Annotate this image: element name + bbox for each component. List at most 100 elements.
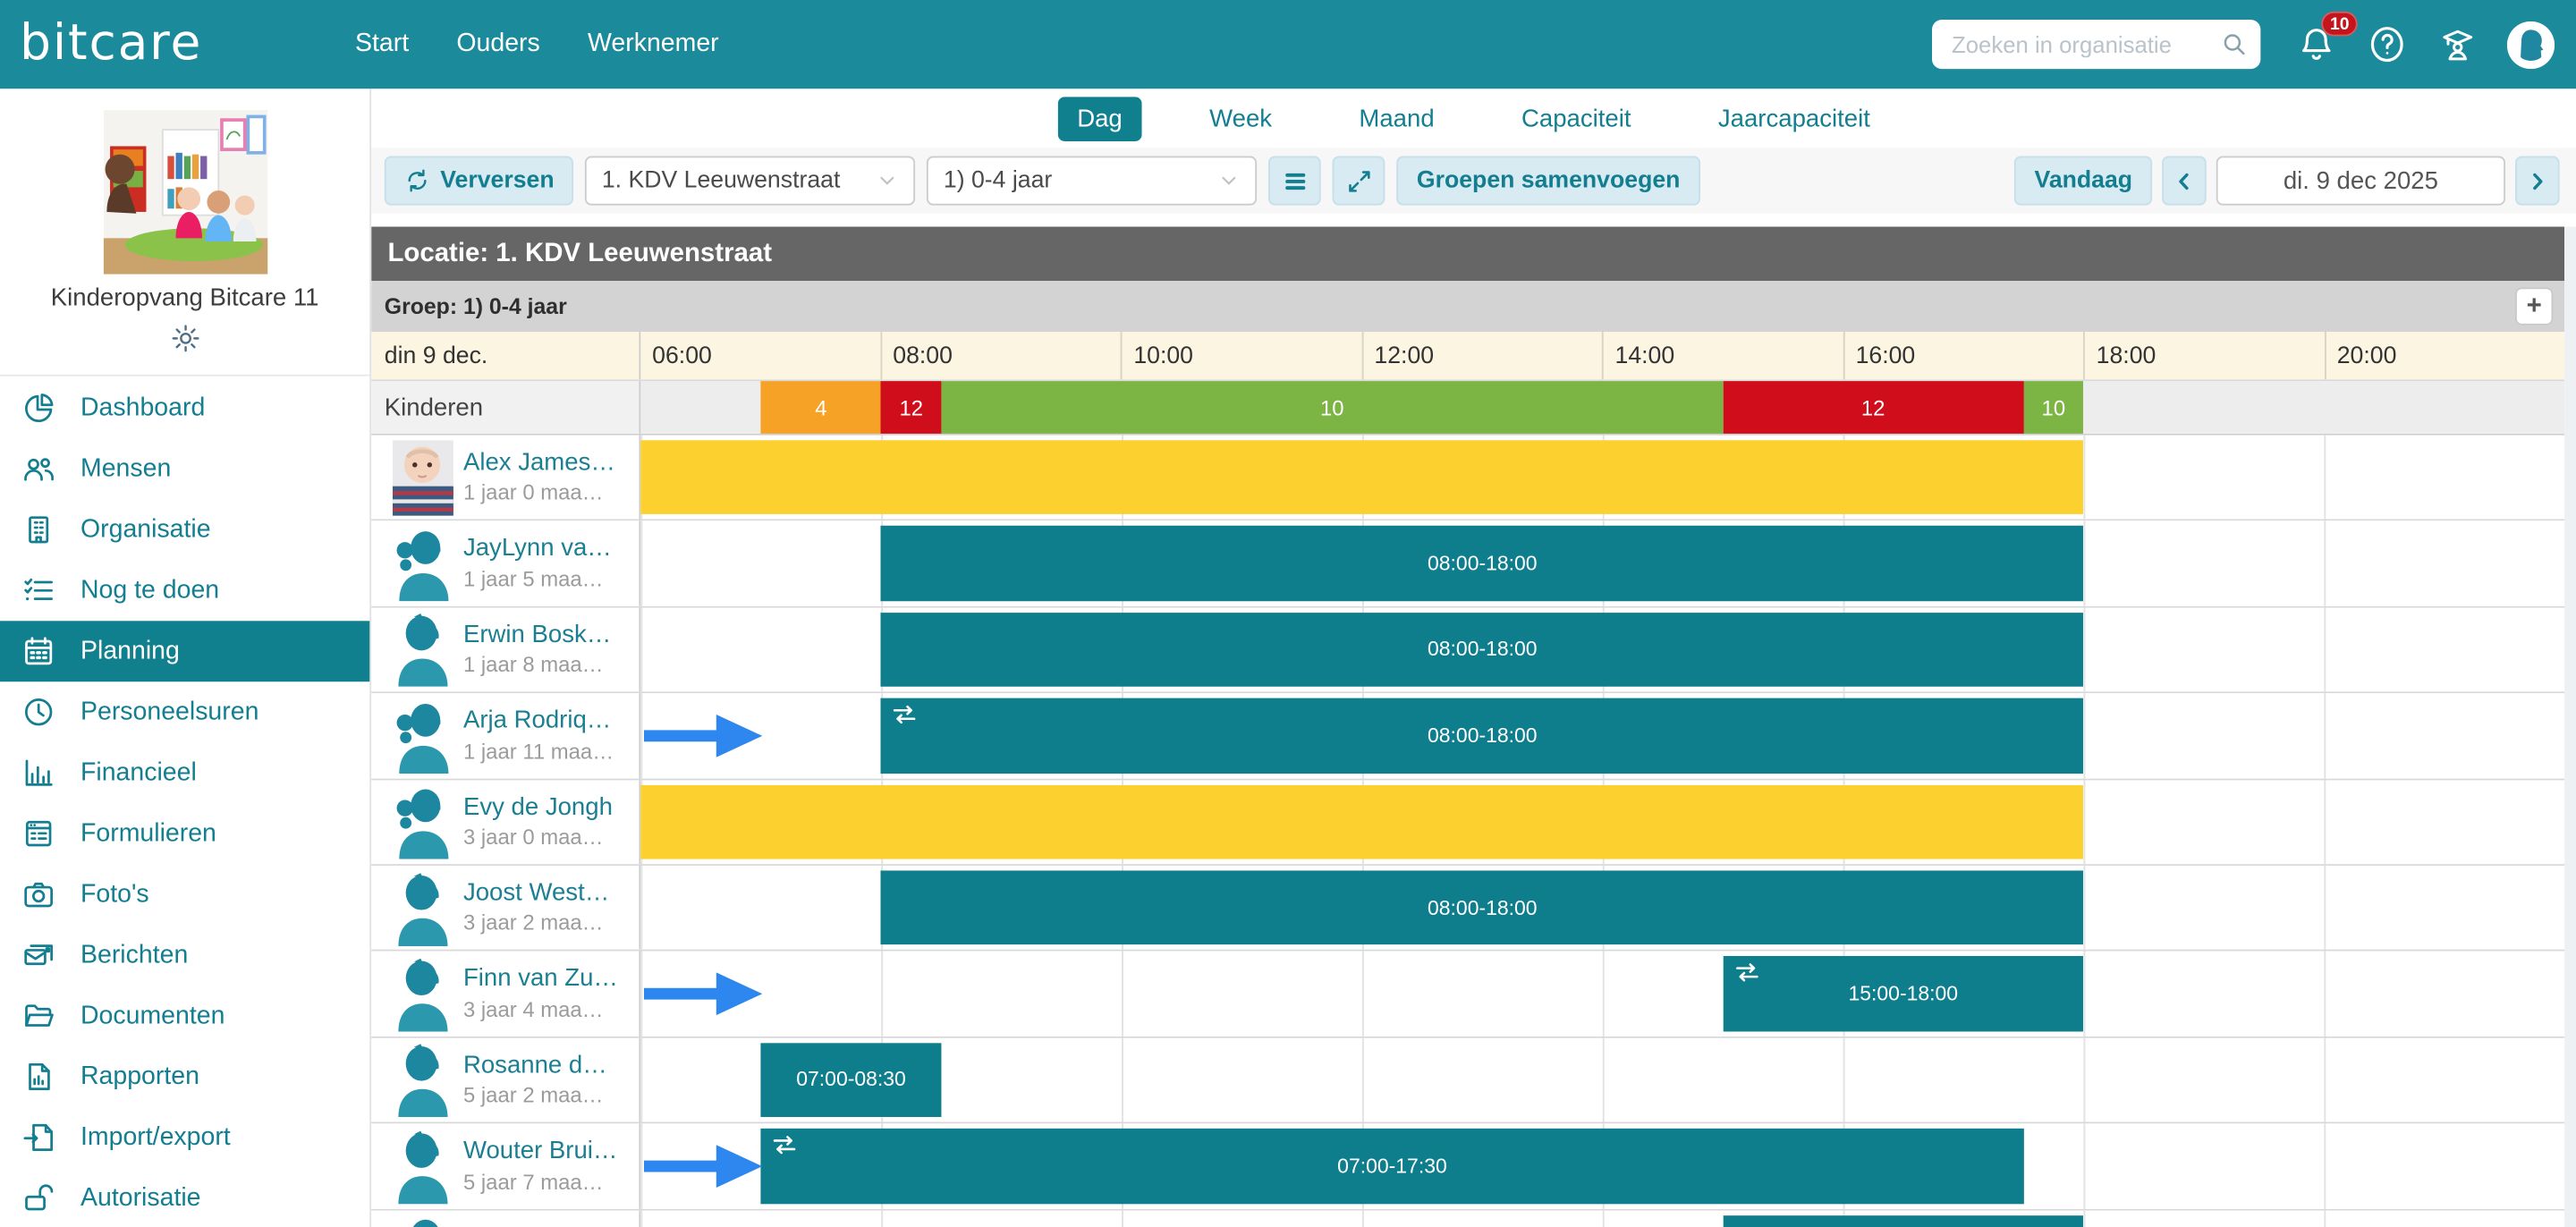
child-name-link[interactable]: Evy de Jongh	[462, 792, 613, 821]
child-name-link[interactable]: Arja Rodriq…	[462, 706, 612, 735]
sidebar-item-formulieren[interactable]: Formulieren	[0, 803, 369, 864]
schedule-block[interactable]	[640, 440, 2084, 515]
toolbar-right: Vandaag di. 9 dec 2025	[2014, 156, 2560, 206]
child-age: 1 jaar 0 maa…	[462, 480, 604, 505]
child-name-cell: Erwin Bosk… 1 jaar 8 maa…	[371, 607, 641, 692]
child-name-cell: Wouter Brui… 5 jaar 7 maa…	[371, 1123, 641, 1208]
schedule-block[interactable]: 08:00-18:00	[881, 526, 2084, 601]
nav-ouders[interactable]: Ouders	[456, 30, 540, 58]
child-name-link[interactable]: JayLynn va…	[462, 534, 612, 563]
child-avatar-boy	[392, 1042, 453, 1118]
sidebar-item-foto-s[interactable]: Foto's	[0, 864, 369, 925]
sidebar-item-planning[interactable]: Planning	[0, 621, 370, 682]
child-name-link[interactable]: Joost West…	[462, 878, 610, 907]
sidebar-item-label: Documenten	[80, 1001, 225, 1029]
group-select[interactable]: 1) 0-4 jaar	[927, 156, 1258, 206]
sidebar-item-mensen[interactable]: Mensen	[0, 438, 369, 499]
capacity-segment: 12	[1723, 381, 2024, 434]
date-field[interactable]: di. 9 dec 2025	[2216, 156, 2506, 206]
schedule-block[interactable]	[640, 784, 2084, 859]
annotation-arrow	[643, 972, 763, 1016]
child-name-link[interactable]: Wouter Brui…	[462, 1137, 618, 1165]
child-age: 3 jaar 2 maa…	[462, 910, 604, 935]
today-button[interactable]: Vandaag	[2014, 156, 2153, 206]
group-select-value: 1) 0-4 jaar	[943, 167, 1053, 194]
organization-photo	[102, 110, 267, 275]
schedule-track	[640, 779, 2565, 865]
search-input[interactable]	[1948, 22, 2222, 66]
graduation-icon	[2443, 30, 2473, 61]
next-day-button[interactable]	[2515, 156, 2560, 206]
child-name-cell: Arja Rodriq… 1 jaar 11 maa…	[371, 693, 641, 778]
scrollbar-gutter[interactable]	[2564, 226, 2576, 1227]
search-box[interactable]	[1931, 20, 2261, 70]
profile-silhouette-icon	[2506, 20, 2555, 69]
schedule-block[interactable]: 07:00-08:30	[760, 1042, 942, 1118]
tab-capaciteit[interactable]: Capaciteit	[1521, 104, 1631, 132]
list-view-button[interactable]	[1268, 156, 1322, 206]
child-age: 3 jaar 0 maa…	[462, 825, 604, 850]
child-name-cell: Alex James… 1 jaar 0 maa…	[371, 435, 641, 520]
sidebar-item-autorisatie[interactable]: Autorisatie	[0, 1168, 369, 1227]
child-name-link[interactable]: Rosanne d…	[462, 1050, 607, 1079]
sidebar-item-dashboard[interactable]: Dashboard	[0, 377, 369, 438]
schedule-track: 08:00-18:00	[640, 865, 2565, 951]
building-icon	[21, 512, 56, 547]
sidebar-item-financieel[interactable]: Financieel	[0, 742, 369, 803]
sidebar-item-organisatie[interactable]: Organisatie	[0, 499, 369, 560]
help-button[interactable]	[2366, 23, 2409, 66]
time-label: 08:00	[879, 332, 1121, 380]
view-tabs: Dag Week Maand Capaciteit Jaarcapaciteit	[371, 89, 2576, 148]
sidebar-item-label: Formulieren	[80, 818, 216, 847]
nav-start[interactable]: Start	[355, 30, 410, 58]
child-name-link[interactable]: Finn van Zu…	[462, 964, 619, 993]
sidebar-item-berichten[interactable]: Berichten	[0, 925, 369, 986]
child-name-cell: Rosanne d… 5 jaar 2 maa…	[371, 1037, 641, 1122]
merge-groups-button[interactable]: Groepen samenvoegen	[1396, 156, 1700, 206]
schedule-block[interactable]: 08:00-18:00	[881, 870, 2084, 945]
sidebar-item-personeelsuren[interactable]: Personeelsuren	[0, 681, 369, 742]
sidebar-item-documenten[interactable]: Documenten	[0, 986, 369, 1046]
location-select[interactable]: 1. KDV Leeuwenstraat	[585, 156, 916, 206]
prev-day-button[interactable]	[2162, 156, 2207, 206]
today-label: Vandaag	[2034, 167, 2133, 194]
schedule-block[interactable]: 08:00-18:00	[881, 698, 2084, 774]
sidebar-item-label: Berichten	[80, 940, 189, 969]
schedule-block[interactable]: 15:00-18:00	[1723, 1214, 2084, 1227]
capacity-row: Kinderen 4 12 10 12 10	[371, 381, 2565, 436]
form-icon	[21, 817, 56, 851]
refresh-icon	[404, 167, 430, 193]
child-info: Evy de Jongh 3 jaar 0 maa…	[463, 791, 613, 852]
sidebar-item-import-export[interactable]: Import/export	[0, 1107, 369, 1168]
hamburger-icon	[1281, 166, 1309, 194]
user-avatar[interactable]	[2506, 20, 2555, 69]
child-name-link[interactable]: Erwin Bosk…	[462, 620, 612, 648]
tab-jaarcapaciteit[interactable]: Jaarcapaciteit	[1717, 104, 1870, 132]
academy-button[interactable]	[2436, 23, 2479, 66]
child-info: Erwin Bosk… 1 jaar 8 maa…	[463, 619, 611, 681]
tab-week[interactable]: Week	[1209, 104, 1273, 132]
time-label: 12:00	[1360, 332, 1602, 380]
refresh-button[interactable]: Verversen	[384, 156, 574, 206]
settings-gear-icon[interactable]	[168, 322, 201, 355]
add-group-button[interactable]: +	[2516, 289, 2552, 324]
fullscreen-button[interactable]	[1333, 156, 1385, 206]
schedule-block[interactable]: 07:00-17:30	[760, 1129, 2024, 1204]
question-icon	[2370, 27, 2403, 63]
nav-werknemer[interactable]: Werknemer	[588, 30, 719, 58]
child-info: Alex James… 1 jaar 0 maa…	[463, 446, 615, 508]
organization-name: Kinderopvang Bitcare 11	[50, 283, 319, 312]
chevron-down-icon	[1218, 169, 1241, 192]
child-name-link[interactable]: Alex James…	[462, 448, 615, 477]
notifications-button[interactable]: 10	[2295, 11, 2358, 66]
location-select-value: 1. KDV Leeuwenstraat	[601, 167, 841, 194]
time-columns: 06:00 08:00 10:00 12:00 14:00 16:00 18:00 20:00	[640, 332, 2565, 380]
sidebar-item-rapporten[interactable]: Rapporten	[0, 1046, 369, 1107]
child-row-sophie-d: Sophie d… 15:00-18:00	[371, 1209, 2565, 1227]
schedule-block[interactable]: 15:00-18:00	[1723, 956, 2084, 1031]
sidebar-item-nog-te-doen[interactable]: Nog te doen	[0, 560, 369, 621]
tab-dag[interactable]: Dag	[1057, 96, 1142, 141]
tab-maand[interactable]: Maand	[1359, 104, 1435, 132]
camera-icon	[21, 877, 56, 912]
schedule-block[interactable]: 08:00-18:00	[881, 612, 2084, 688]
